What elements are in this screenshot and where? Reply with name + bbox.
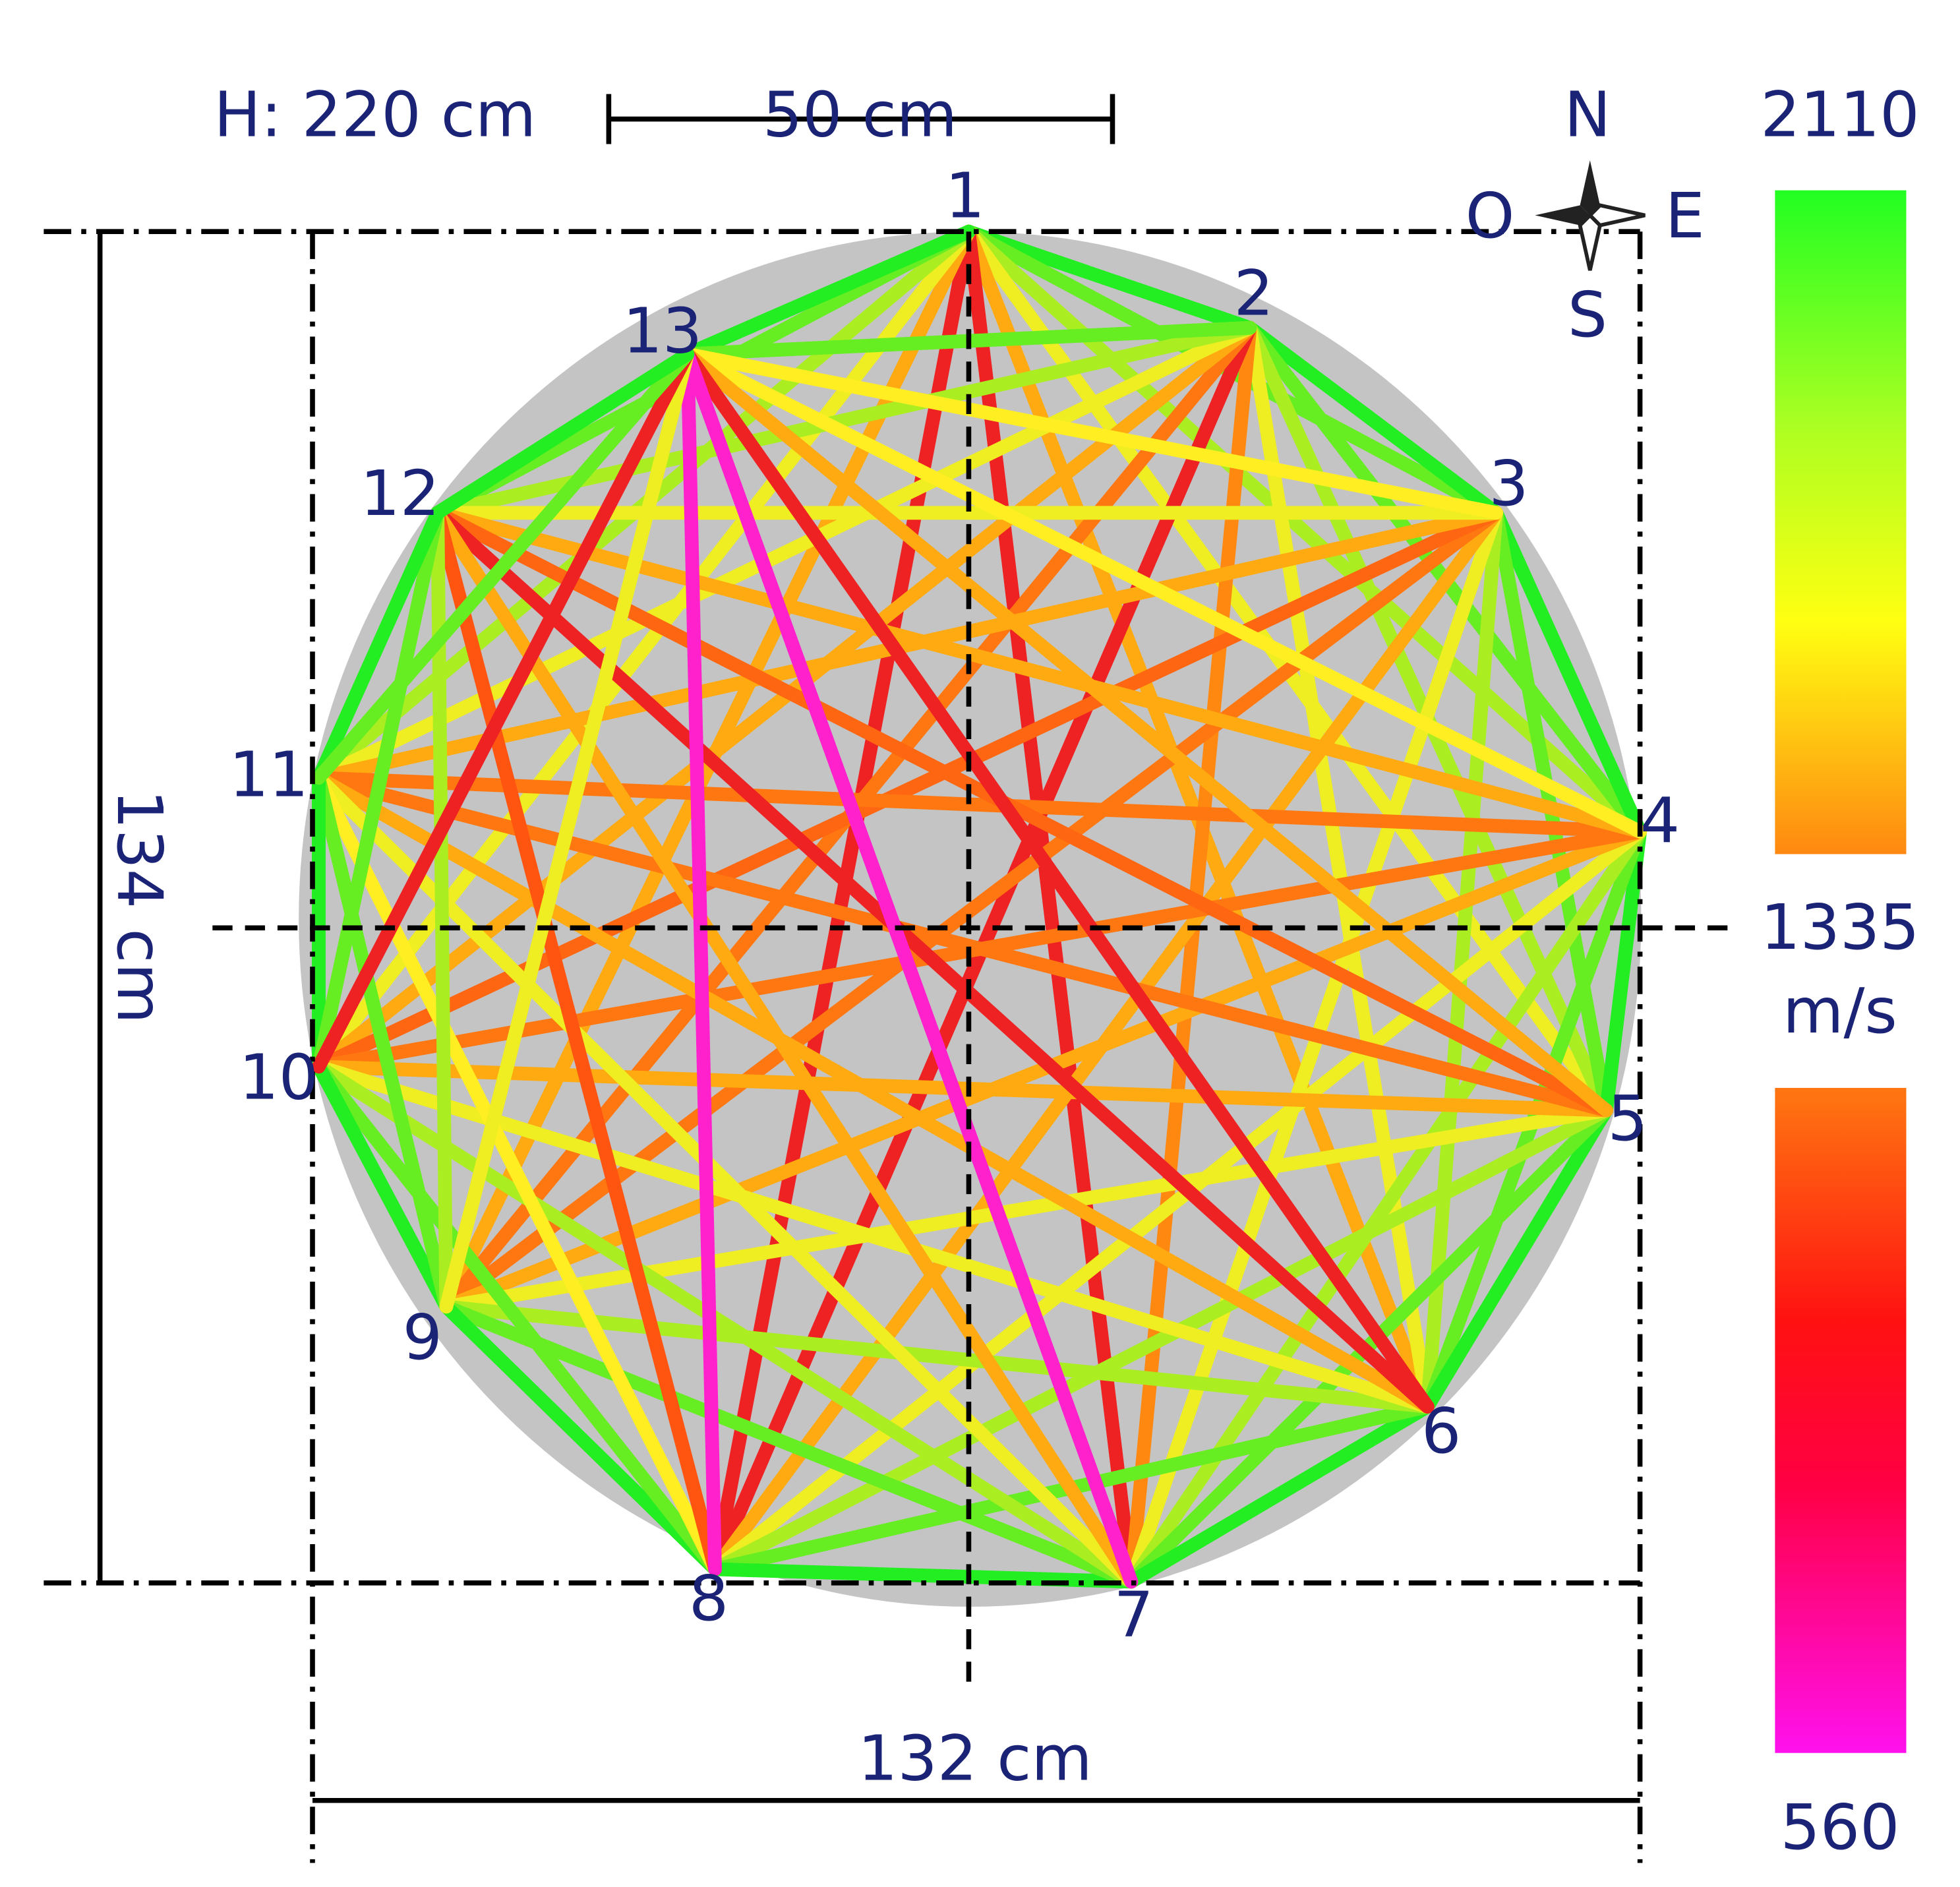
edge [431,506,1139,1589]
height-label: H: 220 cm [214,78,536,151]
edge [680,347,1435,1414]
edge [312,771,1648,839]
legend-unit: m/s [1783,975,1897,1048]
edge [439,1300,722,1576]
node-label: 11 [229,739,309,812]
edge [312,771,722,1576]
edge [312,1060,454,1314]
node-label: 12 [360,458,440,530]
legend-max: 2110 [1760,78,1919,151]
node-label: 6 [1421,1395,1461,1468]
edge [680,347,1648,839]
edge [1124,506,1503,1589]
color-scale-high [1775,190,1907,854]
edge [312,771,454,1314]
edge [312,771,1613,1118]
edge [439,506,1503,1314]
node-label: 13 [623,295,703,367]
edge [680,224,976,361]
edge [439,1300,1435,1414]
edge [312,771,1435,1414]
edge [439,1300,1139,1589]
edge [312,1060,1613,1118]
edges [312,224,1648,1589]
scale-bar-label: 50 cm [763,78,957,151]
edge [431,347,695,520]
height-dimension: 134 cm [103,789,175,1024]
compass-west: O [1466,180,1515,253]
edge [431,506,722,1576]
edge [312,506,1503,785]
compass-east: E [1665,180,1705,253]
edge [680,347,722,1576]
edge [708,1562,1139,1589]
node-label: 1 [945,160,985,233]
edge [1124,1400,1435,1589]
edge [1243,320,1503,520]
edge [708,1103,1613,1576]
edge [1420,506,1503,1414]
node-label: 9 [403,1302,442,1374]
edge [312,320,1257,785]
guides [44,94,1738,1863]
node-label: 8 [689,1563,728,1635]
edge [1599,824,1648,1118]
node-label: 5 [1607,1083,1647,1155]
width-dimension: 132 cm [858,1723,1092,1795]
edge [680,347,1139,1589]
node-label: 3 [1489,448,1528,520]
node-label: 10 [239,1041,318,1114]
node-label: 2 [1234,258,1274,330]
node-label: 7 [1114,1579,1154,1652]
edge [962,224,1257,335]
node-label: 4 [1640,785,1680,858]
edge [1489,506,1648,839]
edge [439,347,695,1314]
edge [312,347,695,785]
edge [312,347,695,1074]
edge [708,824,1648,1576]
compass [1535,160,1646,271]
edge [680,347,1503,520]
edge [312,771,1139,1589]
legend-min: 560 [1781,1791,1900,1864]
edge [439,824,1648,1314]
compass-north: N [1564,78,1611,151]
legend-mid: 1335 [1760,891,1919,964]
color-scale-low [1775,1087,1907,1753]
edge [312,1060,722,1576]
edge [1420,1103,1613,1414]
edge [312,506,445,785]
edge [312,1060,1435,1414]
edge [680,347,1613,1118]
edge [312,1060,1139,1589]
edge [312,506,445,1074]
compass-south: S [1568,279,1607,351]
edge [431,506,1613,1118]
